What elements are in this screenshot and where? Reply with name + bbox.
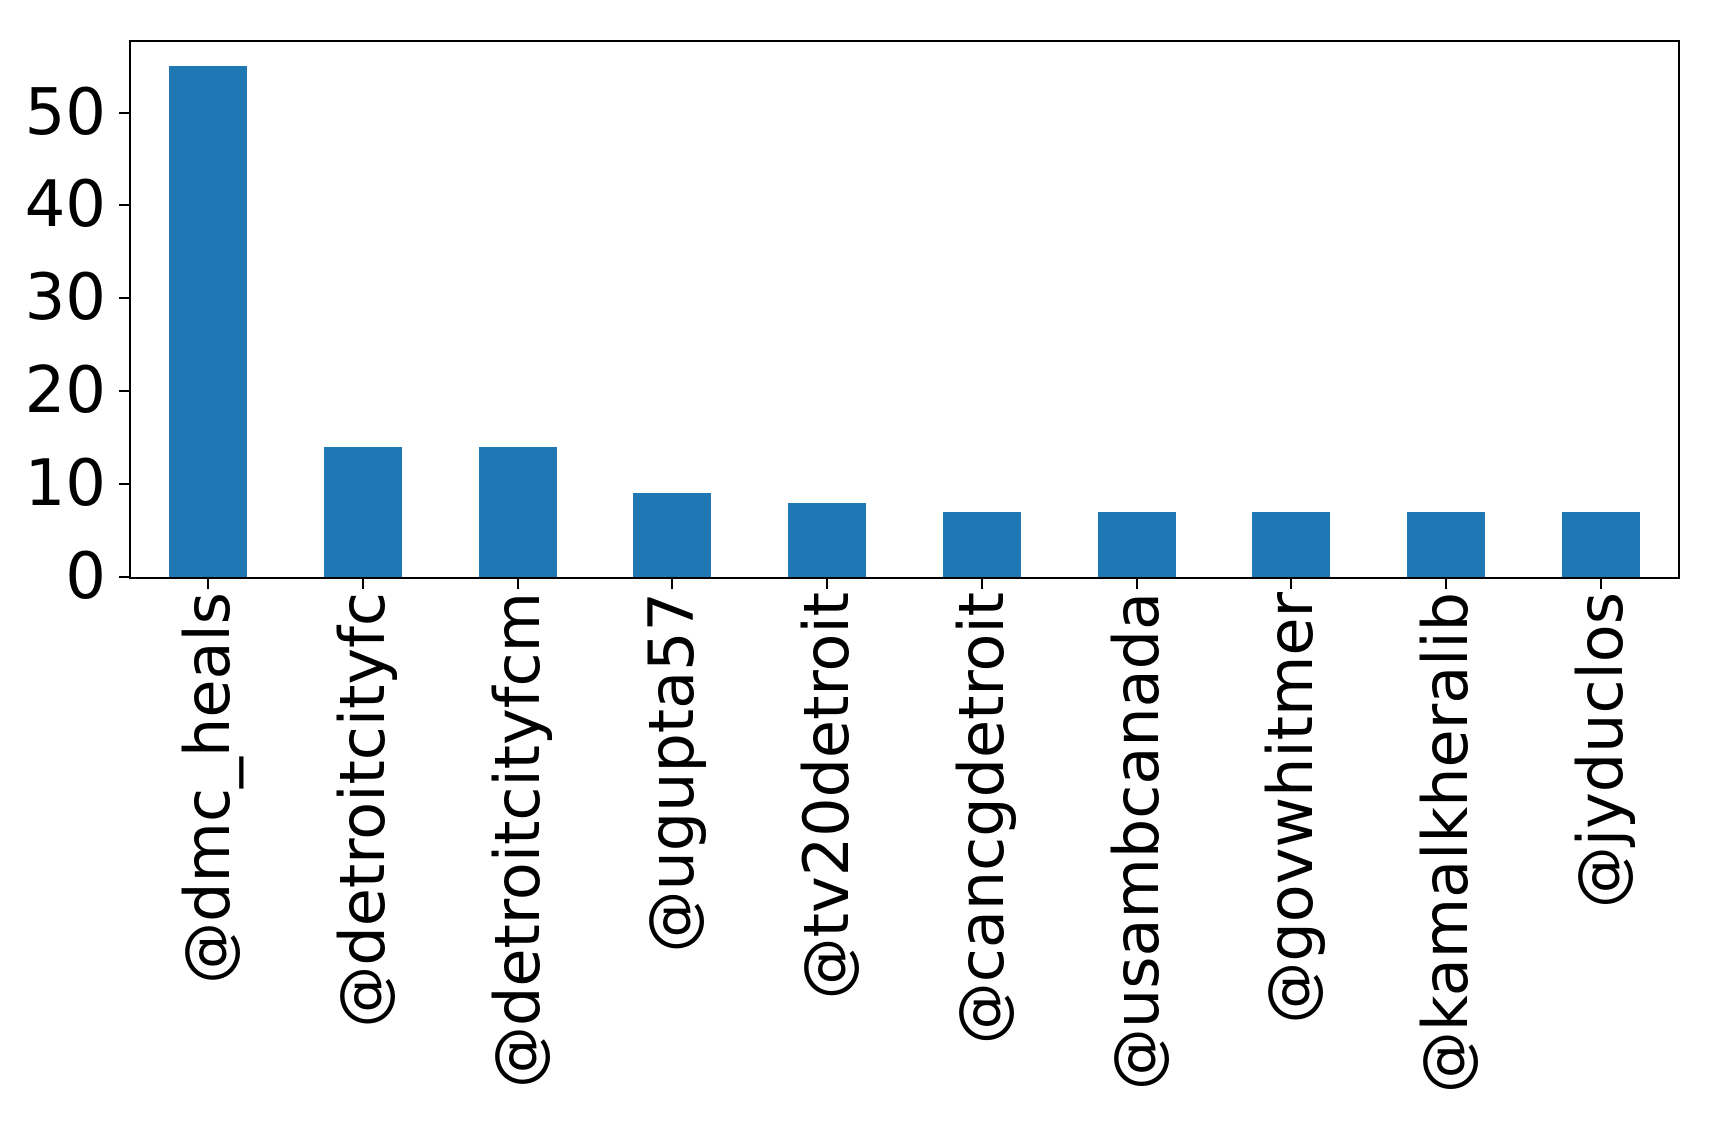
x-tick-mark (826, 579, 829, 589)
x-tick-mark (1444, 579, 1447, 589)
bar (478, 446, 557, 577)
x-tick-label: @detroitcityfc (326, 592, 400, 1028)
x-tick-label: @jyduclos (1563, 592, 1637, 909)
x-tick-mark (980, 579, 983, 589)
x-tick-label: @govwhitmer (1254, 592, 1328, 1024)
bar (1406, 511, 1485, 577)
x-tick-mark (1599, 579, 1602, 589)
x-tick-label: @dmc_heals (171, 592, 245, 984)
x-tick-mark (671, 579, 674, 589)
y-tick-mark (119, 297, 129, 300)
x-tick-mark (207, 579, 210, 589)
x-tick-mark (1290, 579, 1293, 589)
bar (1097, 511, 1176, 577)
y-tick-label: 30 (24, 261, 106, 336)
plot-area (129, 40, 1680, 579)
bar (1561, 511, 1640, 577)
y-tick-mark (119, 111, 129, 114)
x-tick-label: @kamalkheralib (1408, 592, 1482, 1094)
x-tick-mark (516, 579, 519, 589)
y-tick-mark (119, 390, 129, 393)
bar (942, 511, 1021, 577)
y-tick-mark (119, 204, 129, 207)
x-tick-label: @cancgdetroit (944, 592, 1018, 1045)
bar (633, 493, 712, 577)
y-tick-label: 40 (24, 168, 106, 243)
x-tick-mark (1135, 579, 1138, 589)
bar (169, 66, 248, 577)
x-tick-label: @usambcanada (1099, 592, 1173, 1091)
y-tick-label: 10 (24, 447, 106, 522)
x-tick-label: @tv20detroit (790, 592, 864, 1000)
x-tick-label: @detroitcityfcm (480, 592, 554, 1089)
x-tick-label: @ugupta57 (635, 592, 709, 953)
bar (1252, 511, 1331, 577)
bar (324, 446, 403, 577)
y-tick-label: 50 (24, 75, 106, 150)
y-tick-mark (119, 483, 129, 486)
y-tick-label: 0 (65, 540, 106, 614)
bar (788, 502, 867, 577)
y-tick-mark (119, 576, 129, 578)
y-tick-label: 20 (24, 354, 106, 429)
x-tick-mark (362, 579, 365, 589)
